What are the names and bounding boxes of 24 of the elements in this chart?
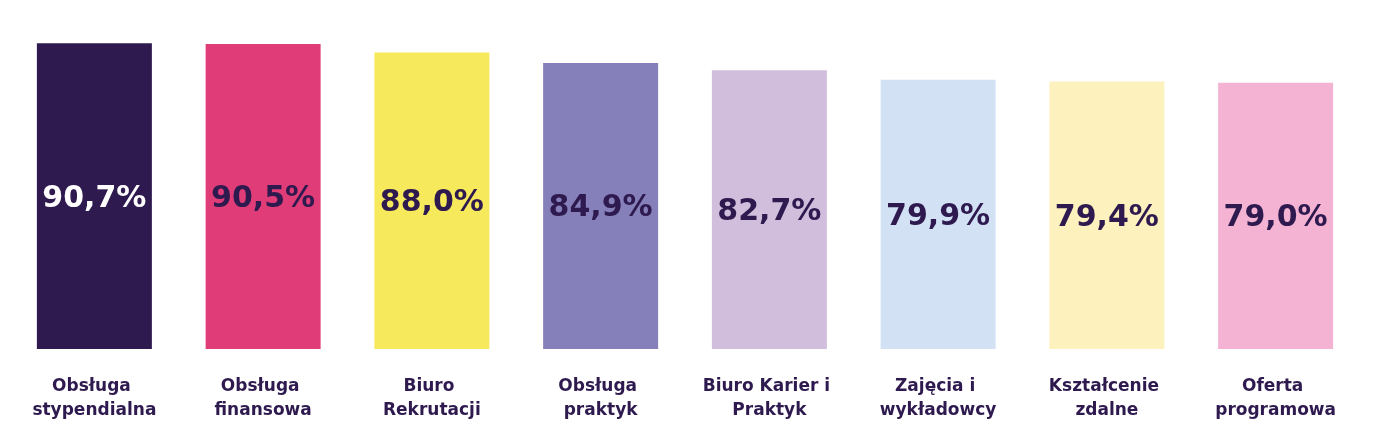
x-tick-label: Biuro Karier i Praktyk <box>702 375 837 419</box>
bar <box>543 62 659 349</box>
data-label: 79,4% <box>1054 197 1159 233</box>
x-tick-label: Oferta programowa <box>1215 375 1337 419</box>
x-tick-label: Zajęcia i wykładowcy <box>879 375 997 419</box>
x-tick-label: Obsługa finansowa <box>214 375 312 419</box>
data-label: 90,7% <box>42 178 147 214</box>
bar <box>374 52 490 349</box>
data-label: 90,5% <box>211 179 316 215</box>
bar <box>1218 82 1334 349</box>
bar <box>205 44 321 349</box>
data-label: 79,9% <box>886 196 991 232</box>
x-tick-label: Kształcenie zdalne <box>1048 375 1165 419</box>
data-label: 82,7% <box>717 192 822 228</box>
x-tick-label: Obsługa praktyk <box>558 375 643 419</box>
bar <box>1049 81 1165 349</box>
bar <box>36 43 152 349</box>
bar <box>880 79 996 349</box>
data-label: 88,0% <box>379 183 484 219</box>
bar <box>711 70 827 349</box>
x-tick-label: Obsługa stypendialna <box>32 375 157 419</box>
data-label: 84,9% <box>548 188 653 224</box>
x-tick-label: Biuro Rekrutacji <box>383 375 481 419</box>
data-label: 79,0% <box>1223 198 1328 234</box>
